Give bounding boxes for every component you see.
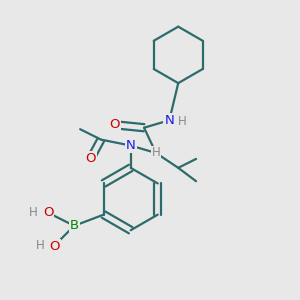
Text: H: H bbox=[29, 206, 38, 219]
Text: O: O bbox=[109, 118, 120, 131]
Text: O: O bbox=[85, 152, 96, 165]
Text: H: H bbox=[152, 146, 160, 160]
Text: N: N bbox=[126, 139, 136, 152]
Text: N: N bbox=[164, 114, 174, 127]
Text: H: H bbox=[178, 115, 186, 128]
Text: H: H bbox=[36, 238, 45, 252]
Text: O: O bbox=[43, 206, 53, 219]
Text: B: B bbox=[70, 219, 79, 232]
Text: O: O bbox=[50, 240, 60, 253]
